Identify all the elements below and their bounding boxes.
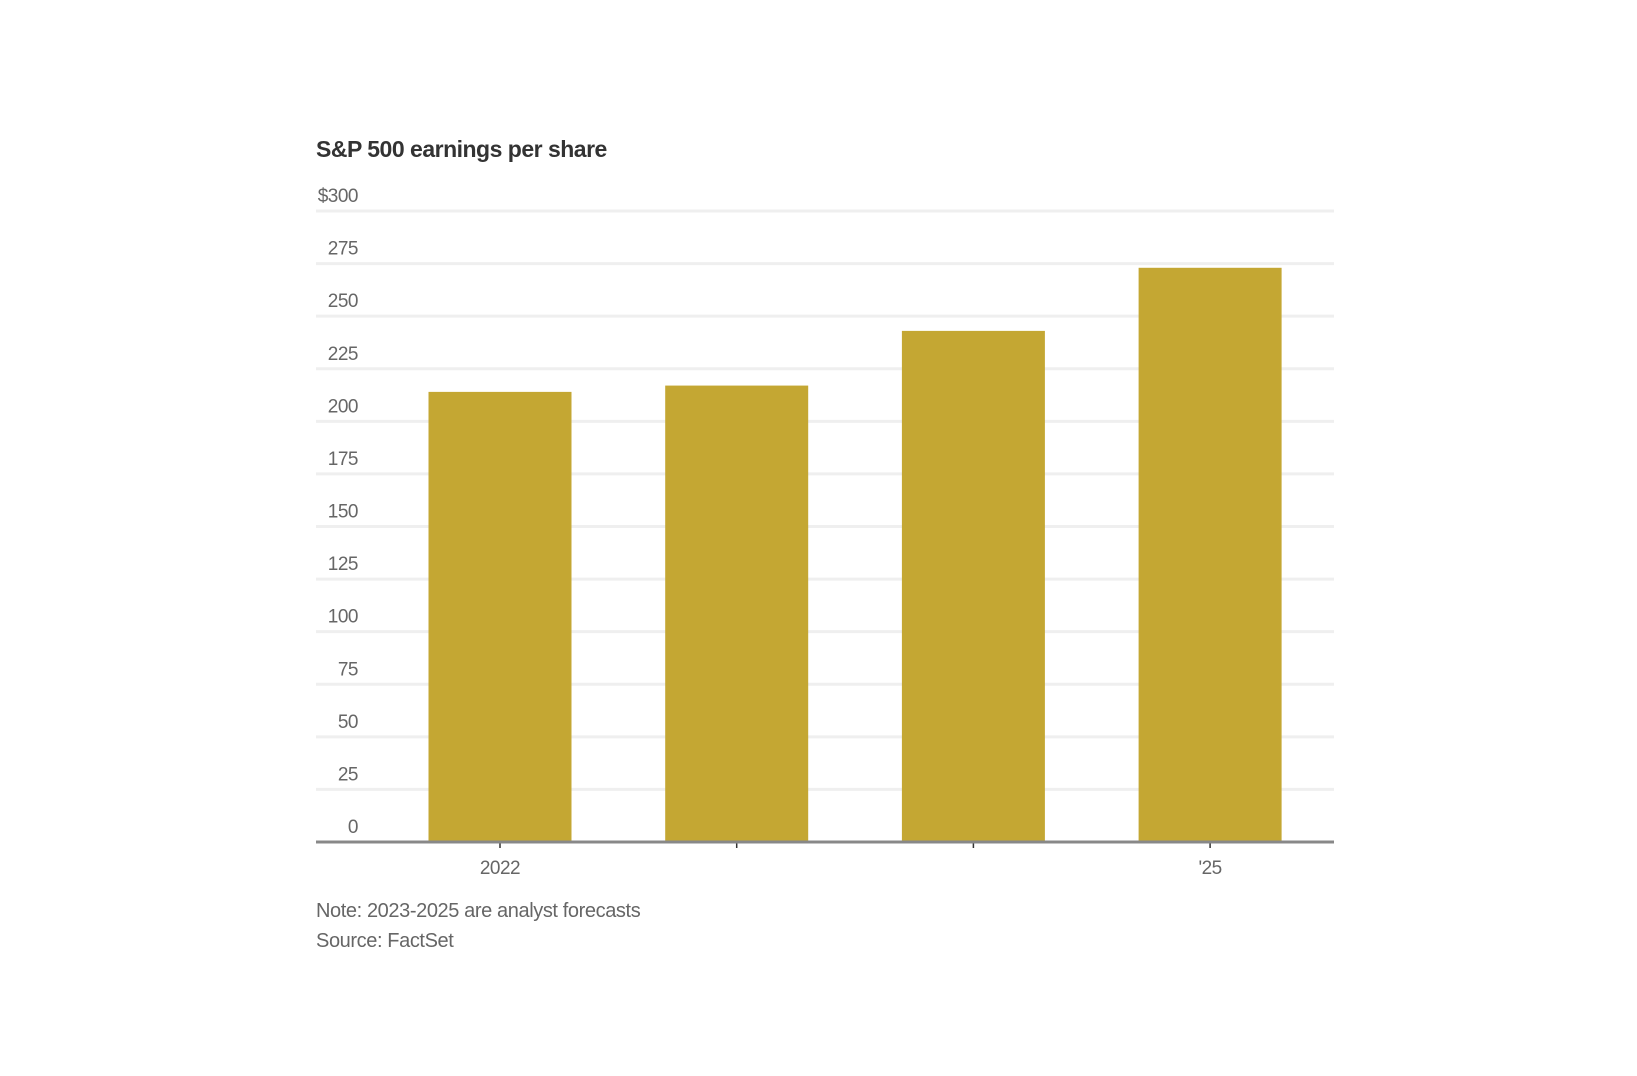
x-tick-label: 2022 <box>480 858 520 879</box>
y-tick-label: 25 <box>338 764 358 785</box>
y-tick-label: 75 <box>338 659 358 680</box>
y-tick-label: 50 <box>338 712 358 733</box>
chart-source: Source: FactSet <box>316 930 454 952</box>
chart-title: S&P 500 earnings per share <box>316 136 607 162</box>
y-tick-label: 125 <box>328 554 358 575</box>
bar <box>428 391 572 842</box>
y-tick-label: 0 <box>348 817 358 838</box>
bar <box>1138 267 1282 842</box>
y-tick-label: 175 <box>328 449 358 470</box>
y-tick-label: 275 <box>328 239 358 260</box>
y-tick-label: 250 <box>328 291 358 312</box>
y-tick-label: 150 <box>328 502 358 523</box>
y-tick-label: 225 <box>328 344 358 365</box>
bar <box>665 385 809 842</box>
bar <box>901 330 1045 842</box>
chart-note: Note: 2023-2025 are analyst forecasts <box>316 900 641 922</box>
y-tick-label: $300 <box>318 186 358 207</box>
x-tick-label: '25 <box>1198 858 1221 879</box>
y-tick-label: 100 <box>328 607 358 628</box>
y-tick-label: 200 <box>328 396 358 417</box>
